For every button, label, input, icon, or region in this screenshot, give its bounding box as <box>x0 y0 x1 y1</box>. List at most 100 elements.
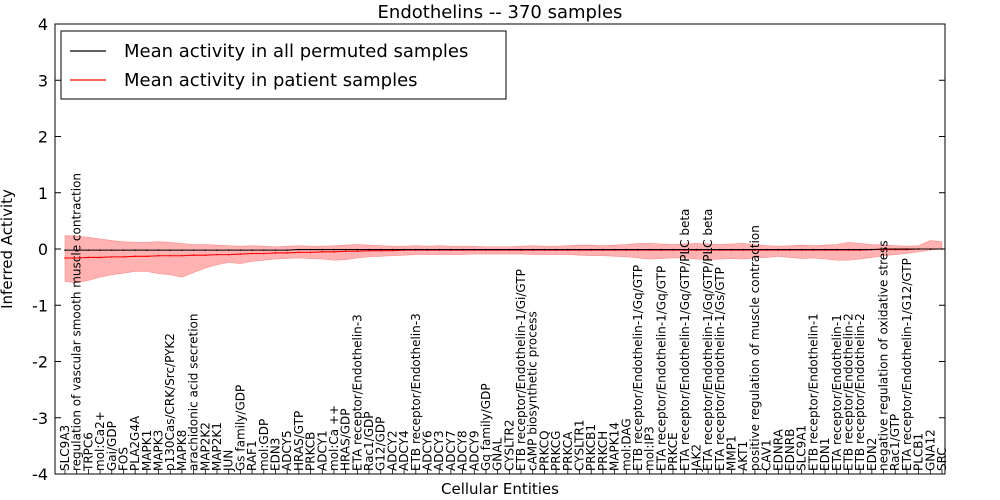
point-patient <box>110 256 113 258</box>
point-permuted <box>859 248 861 251</box>
point-permuted <box>415 248 417 251</box>
point-permuted <box>648 248 651 251</box>
point-permuted <box>824 248 826 251</box>
point-permuted <box>450 248 452 251</box>
x-tick-label: MAP2K2 <box>198 422 212 471</box>
x-tick-label: ADCY7 <box>444 430 458 471</box>
x-tick-label: ETA receptor/Endothelin-1/G12/GTP <box>900 258 914 471</box>
point-permuted <box>368 248 370 251</box>
x-tick-label: PLA2G4A <box>128 415 142 471</box>
x-tick-label: ETA receptor/Endothelin-1/Gs/GTP <box>713 267 727 471</box>
point-permuted <box>426 248 429 251</box>
x-tick-label: arachidonic acid secretion <box>187 314 201 471</box>
y-tick-label: 1 <box>38 184 48 203</box>
point-permuted <box>75 249 78 251</box>
point-permuted <box>227 249 230 251</box>
point-permuted <box>286 249 288 251</box>
band-patient-spread <box>64 235 943 284</box>
x-tick-label: G12/GDP <box>374 417 388 471</box>
point-permuted <box>333 248 335 251</box>
point-permuted <box>321 248 324 251</box>
series-line-patient <box>65 248 942 259</box>
x-tick-label: ETB receptor/Endothelin-1 <box>806 313 820 471</box>
x-tick-label: ETB receptor/Endothelin-1/Gq/GTP <box>631 265 645 471</box>
x-tick-label: ADCY2 <box>385 430 399 471</box>
point-patient <box>169 254 172 257</box>
x-tick-label: cAMP biosynthetic process <box>526 311 540 471</box>
x-tick-label: MAPK3 <box>152 430 166 471</box>
y-axis-label: Inferred Activity <box>0 189 16 309</box>
point-permuted <box>871 248 873 251</box>
x-tick-label: Gq family/GDP <box>479 383 493 471</box>
point-permuted <box>929 248 932 250</box>
point-permuted <box>496 248 499 251</box>
point-patient <box>333 251 335 253</box>
x-tick-label: SLC9A3 <box>58 425 72 471</box>
point-permuted <box>941 248 943 250</box>
x-tick-label: EDNRB <box>783 429 797 471</box>
point-permuted <box>99 249 101 251</box>
point-permuted <box>672 248 674 251</box>
point-permuted <box>613 248 616 251</box>
y-tick-label: 0 <box>38 240 48 259</box>
point-permuted <box>379 248 382 251</box>
point-patient <box>146 255 148 258</box>
point-permuted <box>87 249 90 251</box>
chart-title: Endothelins -- 370 samples <box>378 2 623 23</box>
x-tick-label: ETA receptor/Endothelin-1/Gq/GTP <box>654 266 668 471</box>
point-permuted <box>847 248 850 251</box>
point-permuted <box>508 248 511 251</box>
point-permuted <box>777 248 780 251</box>
point-patient <box>64 257 66 259</box>
point-permuted <box>812 248 815 251</box>
point-permuted <box>555 248 557 251</box>
x-tick-label: MMP1 <box>725 435 739 471</box>
point-patient <box>274 252 277 254</box>
legend: Mean activity in all permuted samples Me… <box>60 30 507 100</box>
point-patient <box>356 250 359 253</box>
x-tick-label: mol:Ca2+ <box>93 411 107 471</box>
x-tick-label: PRKCQ <box>537 430 551 471</box>
point-patient <box>75 257 78 259</box>
point-permuted <box>590 248 592 251</box>
y-tick-label: 3 <box>38 71 48 90</box>
x-tick-label: ADCY1 <box>315 430 329 471</box>
point-patient <box>87 256 90 259</box>
y-tick-label: 4 <box>38 15 48 34</box>
x-tick-label: PRKCG <box>549 431 563 471</box>
x-axis-label: Cellular Entities <box>441 480 559 498</box>
point-permuted <box>543 248 546 251</box>
point-permuted <box>742 248 745 251</box>
x-tick-label: ADCY9 <box>467 430 481 471</box>
legend-box <box>60 30 507 100</box>
x-tick-label: CYSLTR2 <box>502 420 516 471</box>
x-tick-label: regulation of vascular smooth muscle con… <box>70 173 84 471</box>
x-tick-label: mol:GDP <box>257 419 271 471</box>
point-patient <box>122 256 125 258</box>
point-permuted <box>719 248 721 251</box>
x-tick-label: JUN <box>222 450 236 472</box>
x-tick-label: MAP2K1 <box>210 422 224 471</box>
point-permuted <box>169 249 172 251</box>
point-patient <box>379 249 382 252</box>
x-tick-label: EDN1 <box>818 438 832 471</box>
x-tick-label: JAK2 <box>689 444 703 472</box>
x-tick-label: ETA receptor/Endothelin-1/Gq/GTP/PLC bet… <box>701 209 715 471</box>
x-tick-label: ETB receptor/Endothelin-1/Gi/GTP <box>514 269 528 471</box>
point-permuted <box>789 248 791 251</box>
point-patient <box>262 252 265 255</box>
x-tick-label: EDN2 <box>865 438 879 471</box>
legend-label-patient: Mean activity in patient samples <box>124 70 418 91</box>
point-permuted <box>894 248 897 250</box>
point-permuted <box>239 249 242 251</box>
x-tick-label: p130Cas/CRK/Src/PYK2 <box>163 333 177 471</box>
x-tick-label: MAPK8 <box>175 430 189 471</box>
point-permuted <box>309 248 312 251</box>
x-tick-label: PRKCB <box>304 432 318 471</box>
point-permuted <box>274 249 277 251</box>
x-tick-label: PRKCB1 <box>584 424 598 471</box>
x-tick-label: HRAS/GTP <box>292 411 306 471</box>
point-permuted <box>122 249 125 251</box>
point-permuted <box>134 249 136 251</box>
x-tick-label: PRKCH <box>596 431 610 471</box>
